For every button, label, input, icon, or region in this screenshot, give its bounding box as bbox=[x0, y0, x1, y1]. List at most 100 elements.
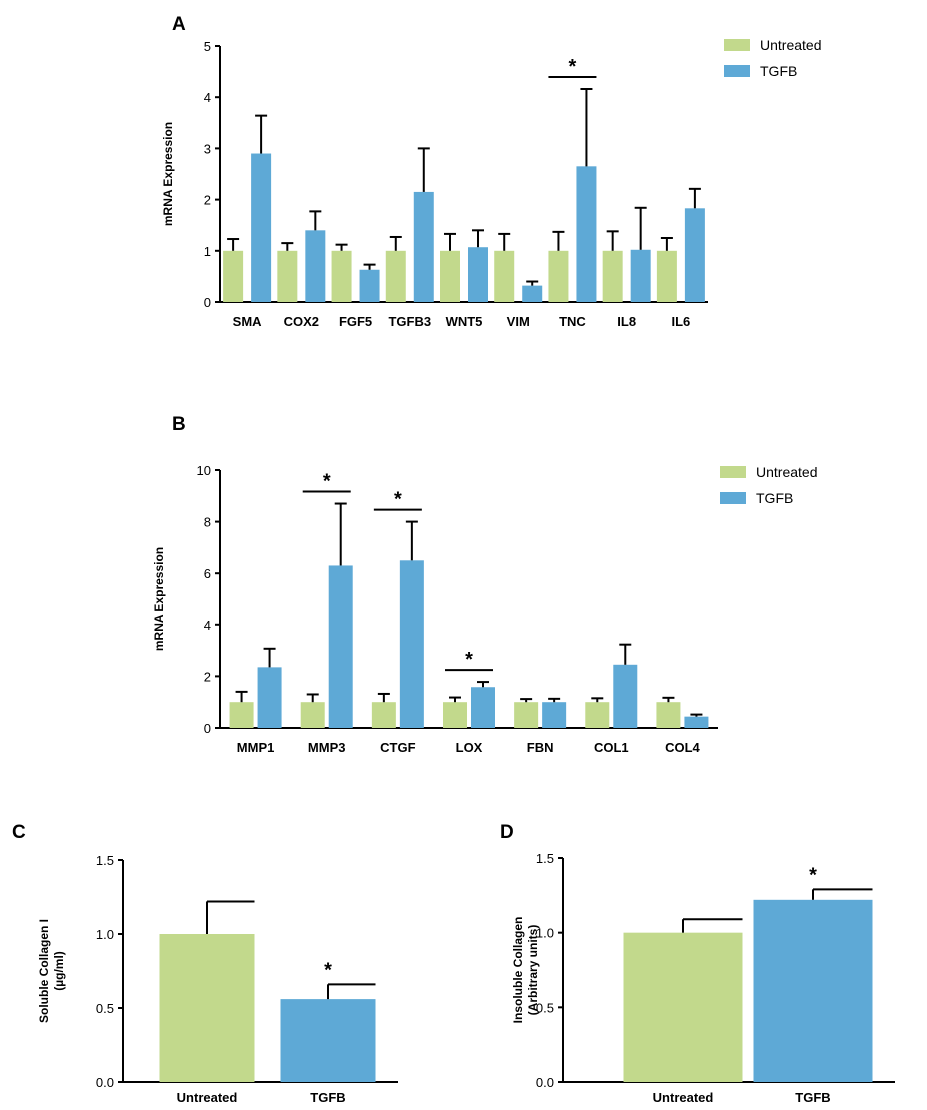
panel-a-bar-tgfb bbox=[630, 249, 651, 302]
panel-a-bar-tgfb bbox=[576, 166, 597, 302]
panel-b-y-tick-label: 8 bbox=[204, 515, 211, 530]
panel-d-y-tick-label: 0.0 bbox=[536, 1075, 554, 1090]
panel-b-category-label: COL1 bbox=[594, 740, 629, 755]
panel-b-bar-untreated bbox=[514, 702, 539, 728]
panel-a-bar-untreated bbox=[494, 250, 515, 302]
panel-b-legend-swatch bbox=[720, 466, 746, 478]
panel-c-y-axis-subtitle: (µg/ml) bbox=[52, 951, 66, 991]
panel-c-y-tick-label: 0.0 bbox=[96, 1075, 114, 1090]
panel-b-bar-untreated bbox=[443, 702, 467, 728]
panel-d-y-axis-title: Insoluble Collagen bbox=[511, 917, 525, 1024]
panel-a-bar-untreated bbox=[331, 250, 352, 302]
panel-a-chart: A 0 1 2 3 4 5 mRNA Expression SMA COX2 FGF5 TGFB3 WN… bbox=[161, 14, 821, 329]
panel-b-bar-untreated bbox=[371, 702, 396, 728]
panel-d-category-label: Untreated bbox=[653, 1090, 714, 1105]
panel-d-significance-star: * bbox=[809, 864, 817, 886]
panel-b-legend-label: TGFB bbox=[756, 490, 793, 506]
panel-a-bar-untreated bbox=[548, 250, 569, 302]
panel-c-category-label: TGFB bbox=[310, 1090, 345, 1105]
panel-a-category-label: WNT5 bbox=[446, 314, 483, 329]
panel-a-bar-untreated bbox=[602, 250, 623, 302]
panel-b-bar-tgfb bbox=[328, 565, 353, 728]
panel-a-bar-tgfb bbox=[251, 153, 272, 302]
panel-b-bar-untreated bbox=[656, 702, 681, 728]
panel-a-bar-untreated bbox=[440, 250, 460, 302]
panel-a-legend-swatch bbox=[724, 39, 750, 51]
panel-a-category-label: FGF5 bbox=[339, 314, 372, 329]
panel-b-category-label: MMP3 bbox=[308, 740, 346, 755]
panel-a-significance-star: * bbox=[569, 56, 577, 78]
panel-b-bar-tgfb bbox=[684, 716, 709, 728]
panel-a-category-label: TNC bbox=[559, 314, 586, 329]
panel-a-bar-tgfb bbox=[305, 230, 326, 302]
panel-a-y-tick-label: 3 bbox=[204, 141, 211, 156]
panel-a-bar-tgfb bbox=[468, 247, 488, 302]
panel-d-y-axis-subtitle: (Arbitrary units) bbox=[526, 925, 540, 1016]
panel-d-y-tick-label: 0.5 bbox=[536, 1000, 554, 1015]
panel-a-y-tick-label: 1 bbox=[204, 244, 211, 259]
panel-b-bar-untreated bbox=[585, 702, 610, 728]
panel-c-bar-tgfb bbox=[280, 999, 376, 1082]
panel-a-y-tick-label: 5 bbox=[204, 39, 211, 54]
panel-a-category-label: COX2 bbox=[284, 314, 319, 329]
panel-b-bar-tgfb bbox=[613, 664, 638, 728]
panel-c-y-tick-label: 0.5 bbox=[96, 1001, 114, 1016]
panel-a-bar-tgfb bbox=[684, 208, 705, 302]
panel-b-category-label: COL4 bbox=[665, 740, 700, 755]
panel-c-category-label: Untreated bbox=[177, 1090, 238, 1105]
panel-a-y-tick-label: 0 bbox=[204, 295, 211, 310]
panel-b-significance-star: * bbox=[465, 649, 473, 671]
panel-d-chart: D 0.0 0.5 1.0 1.5 Insoluble Collagen (Arbitrar… bbox=[500, 822, 895, 1105]
panel-b-y-tick-label: 6 bbox=[204, 566, 211, 581]
panel-c-y-axis-title: Soluble Collagen I bbox=[37, 919, 51, 1023]
panel-b-y-tick-label: 2 bbox=[204, 669, 211, 684]
panel-d-bar-tgfb bbox=[753, 899, 873, 1082]
panel-a-y-tick-label: 4 bbox=[204, 90, 211, 105]
panel-b-legend-swatch bbox=[720, 492, 746, 504]
panel-a-category-label: TGFB3 bbox=[388, 314, 431, 329]
panel-b-chart: B 0 2 4 6 8 10 mRNA Expression MMP1 MMP3 CTGF LOX FB… bbox=[152, 414, 817, 755]
panel-a-y-axis-title: mRNA Expression bbox=[161, 122, 175, 226]
panel-a-category-label: VIM bbox=[507, 314, 530, 329]
panel-a-legend-label: Untreated bbox=[760, 37, 821, 53]
panel-d-panel-letter: D bbox=[500, 822, 514, 843]
panel-a-category-label: IL6 bbox=[671, 314, 690, 329]
panel-b-panel-letter: B bbox=[172, 414, 186, 435]
panel-d-bar-untreated bbox=[623, 932, 743, 1082]
panel-c-panel-letter: C bbox=[12, 822, 26, 843]
panel-d-y-tick-label: 1.0 bbox=[536, 926, 554, 941]
panel-a-category-label: IL8 bbox=[617, 314, 636, 329]
panel-a-y-tick-label: 2 bbox=[204, 193, 211, 208]
panel-a-bar-untreated bbox=[656, 250, 677, 302]
panel-b-y-tick-label: 4 bbox=[204, 618, 211, 633]
panel-b-significance-star: * bbox=[323, 471, 331, 493]
panel-a-bar-tgfb bbox=[413, 191, 434, 302]
panel-b-bar-tgfb bbox=[471, 687, 495, 728]
panel-a-bar-tgfb bbox=[359, 269, 380, 302]
panel-b-bar-untreated bbox=[229, 702, 254, 728]
panel-b-category-label: LOX bbox=[456, 740, 483, 755]
panel-d-category-label: TGFB bbox=[795, 1090, 830, 1105]
panel-a-category-label: SMA bbox=[233, 314, 263, 329]
panel-b-category-label: FBN bbox=[527, 740, 554, 755]
panel-b-bar-untreated bbox=[300, 702, 325, 728]
panel-d-y-tick-label: 1.5 bbox=[536, 851, 554, 866]
panel-a-bar-untreated bbox=[223, 250, 244, 302]
panel-a-bar-untreated bbox=[277, 250, 298, 302]
panel-a-bar-tgfb bbox=[522, 285, 543, 302]
panel-b-y-axis-title: mRNA Expression bbox=[152, 547, 166, 651]
panel-c-y-tick-label: 1.0 bbox=[96, 927, 114, 942]
panel-c-significance-star: * bbox=[324, 959, 332, 981]
panel-b-significance-star: * bbox=[394, 489, 402, 511]
panel-c-chart: C 0.0 0.5 1.0 1.5 Soluble Collagen I (µg/ml) Un… bbox=[12, 822, 398, 1105]
panel-b-bar-tgfb bbox=[542, 702, 567, 728]
panel-b-bar-tgfb bbox=[399, 560, 424, 728]
panel-b-category-label: MMP1 bbox=[237, 740, 275, 755]
panel-b-legend-label: Untreated bbox=[756, 464, 817, 480]
panel-b-category-label: CTGF bbox=[380, 740, 415, 755]
panel-b-bar-tgfb bbox=[257, 667, 282, 728]
panel-a-legend-swatch bbox=[724, 65, 750, 77]
panel-b-y-tick-label: 10 bbox=[197, 463, 211, 478]
panel-c-bar-untreated bbox=[159, 934, 255, 1082]
